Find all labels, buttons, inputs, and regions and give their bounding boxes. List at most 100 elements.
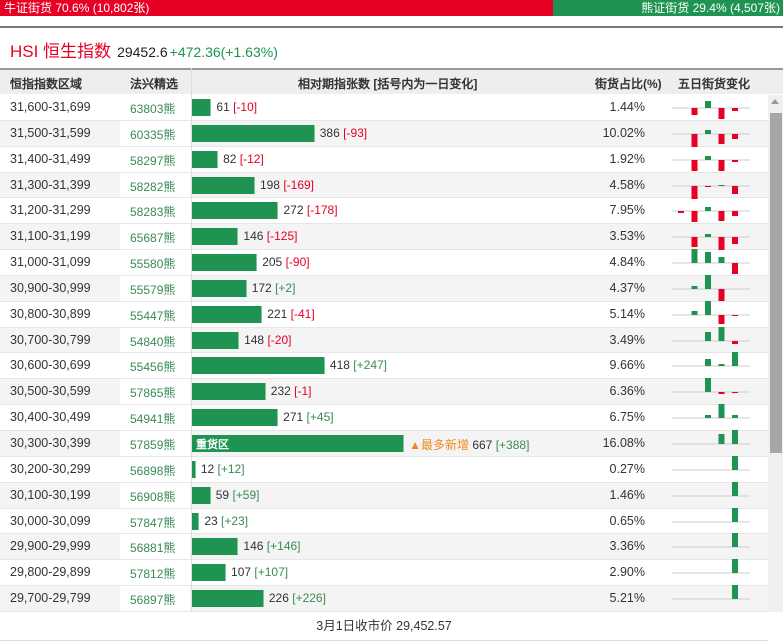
five-day-bar [705,300,711,315]
quantity-value: 146 [-125] [243,229,297,243]
quantity-number: 272 [283,203,304,218]
five-day-mini-chart [672,533,750,548]
warrant-code-link[interactable]: 58283熊 [120,198,190,224]
quantity-value: 271 [+45] [283,410,333,424]
five-day-bar [732,263,738,275]
five-day-bar [705,185,711,187]
five-day-bar [691,249,698,264]
five-day-bar [732,415,738,419]
quantity-bar [192,486,211,504]
warrant-code-link[interactable]: 55456熊 [120,353,190,379]
header-share: 街货占比(%) [595,77,662,91]
five-day-bar [691,285,698,289]
daily-delta: [+226] [292,591,326,606]
warrant-code-link[interactable]: 65687熊 [120,224,190,250]
share-percent: 16.08% [602,435,645,450]
five-day-bar [732,314,738,316]
share-percent: 2.90% [609,565,645,580]
share-percent: 1.92% [609,151,645,166]
warrant-code-link[interactable]: 58282熊 [120,172,190,198]
table-row: 30,300-30,399 57859熊 重货区 ▲最多新增 667 [+388] 16… [0,429,768,457]
five-day-bar [718,211,725,222]
warrant-code-link[interactable]: 56908熊 [120,482,190,508]
closing-price-footer: 3月1日收市价 29,452.57 [0,612,768,641]
quantity-value: 172 [+2] [252,281,296,295]
share-percent: 7.95% [609,203,645,218]
warrant-code-link[interactable]: 63803熊 [120,95,190,120]
divider [0,26,783,28]
warrant-code-link[interactable]: 60335熊 [120,120,190,146]
five-day-bar [718,257,725,264]
quantity-value: 198 [-169] [260,178,314,192]
quantity-number: 107 [231,565,252,580]
scrollbar-thumb[interactable] [770,113,782,453]
warrant-code-link[interactable]: 56898熊 [120,456,190,482]
five-day-bar [705,101,711,108]
quantity-value: 107 [+107] [231,565,288,579]
warrant-code-link[interactable]: 57847熊 [120,508,190,534]
five-day-bar [678,211,684,214]
daily-delta: [+146] [266,539,301,554]
five-day-bar [718,392,725,395]
warrant-code-link[interactable]: 57865熊 [120,379,190,405]
quantity-number: 23 [204,513,218,528]
range-label: 30,200-30,299 [10,461,91,476]
five-day-bar [691,185,698,199]
table-row: 31,100-31,199 65687熊 146 [-125] 3.53% [0,224,768,251]
range-label: 29,700-29,799 [10,591,91,606]
warrant-code-link[interactable]: 55579熊 [120,275,190,301]
range-label: 31,500-31,599 [10,125,91,140]
five-day-mini-chart [672,234,750,251]
warrant-code-link[interactable]: 54941熊 [120,405,190,430]
daily-delta: [+23] [221,513,249,528]
daily-delta: [-10] [233,100,258,114]
header-change: 相对期指张数 [括号内为一日变化] [298,77,478,91]
five-day-bar [705,252,711,264]
quantity-bar [192,357,325,375]
table-row: 31,400-31,499 58297熊 82 [-12] 1.92% [0,146,768,173]
five-day-bar [732,133,738,139]
five-day-bar [691,133,698,147]
five-day-bar [718,404,725,419]
quantity-bar [192,460,196,478]
five-day-bar [718,288,725,301]
daily-delta: [+12] [217,461,245,476]
five-day-bar [705,415,711,419]
warrant-code-link[interactable]: 54840熊 [120,327,190,353]
share-percent: 3.53% [609,229,645,244]
scroll-up-arrow-icon[interactable] [771,99,779,104]
warrant-code-link[interactable]: 56897熊 [120,586,190,611]
warrant-code-link[interactable]: 55447熊 [120,301,190,327]
share-percent: 0.27% [609,461,645,476]
warrant-code-link[interactable]: 58297熊 [120,146,190,172]
five-day-bar [732,559,738,574]
bull-share-segment: 牛证街货 70.6% (10,802张) [0,0,553,16]
quantity-bar [192,512,200,530]
daily-delta: [+59] [232,487,260,502]
quantity-number: 146 [243,229,264,244]
quantity-value: 232 [-1] [271,384,312,398]
warrant-code-link[interactable]: 57812熊 [120,560,190,586]
table-row: 30,700-30,799 54840熊 148 [-20] 3.49% [0,326,768,354]
warrant-code-link[interactable]: 55580熊 [120,250,190,275]
range-label: 29,900-29,999 [10,539,91,554]
warrant-code-link[interactable]: 57859熊 [120,430,190,456]
quantity-bar [192,202,279,220]
five-day-bar [732,211,738,217]
range-label: 31,200-31,299 [10,203,91,218]
five-day-bar [732,429,738,444]
quantity-bar [192,331,240,349]
range-label: 30,900-30,999 [10,280,91,295]
five-day-bar [718,133,725,144]
warrant-code-link[interactable]: 56881熊 [120,534,190,560]
scrollbar[interactable] [768,95,783,612]
range-label: 31,000-31,099 [10,255,91,270]
quantity-value: 82 [-12] [223,152,264,166]
quantity-number: 221 [267,306,288,321]
five-day-mini-chart [672,249,750,275]
five-day-bar [732,585,738,600]
range-label: 31,100-31,199 [10,229,91,244]
quantity-number: 667 [472,437,493,452]
table-body: 31,600-31,699 63803熊 61 [-10] 1.44% 31,500-3… [0,95,768,612]
share-percent: 4.37% [609,280,645,295]
